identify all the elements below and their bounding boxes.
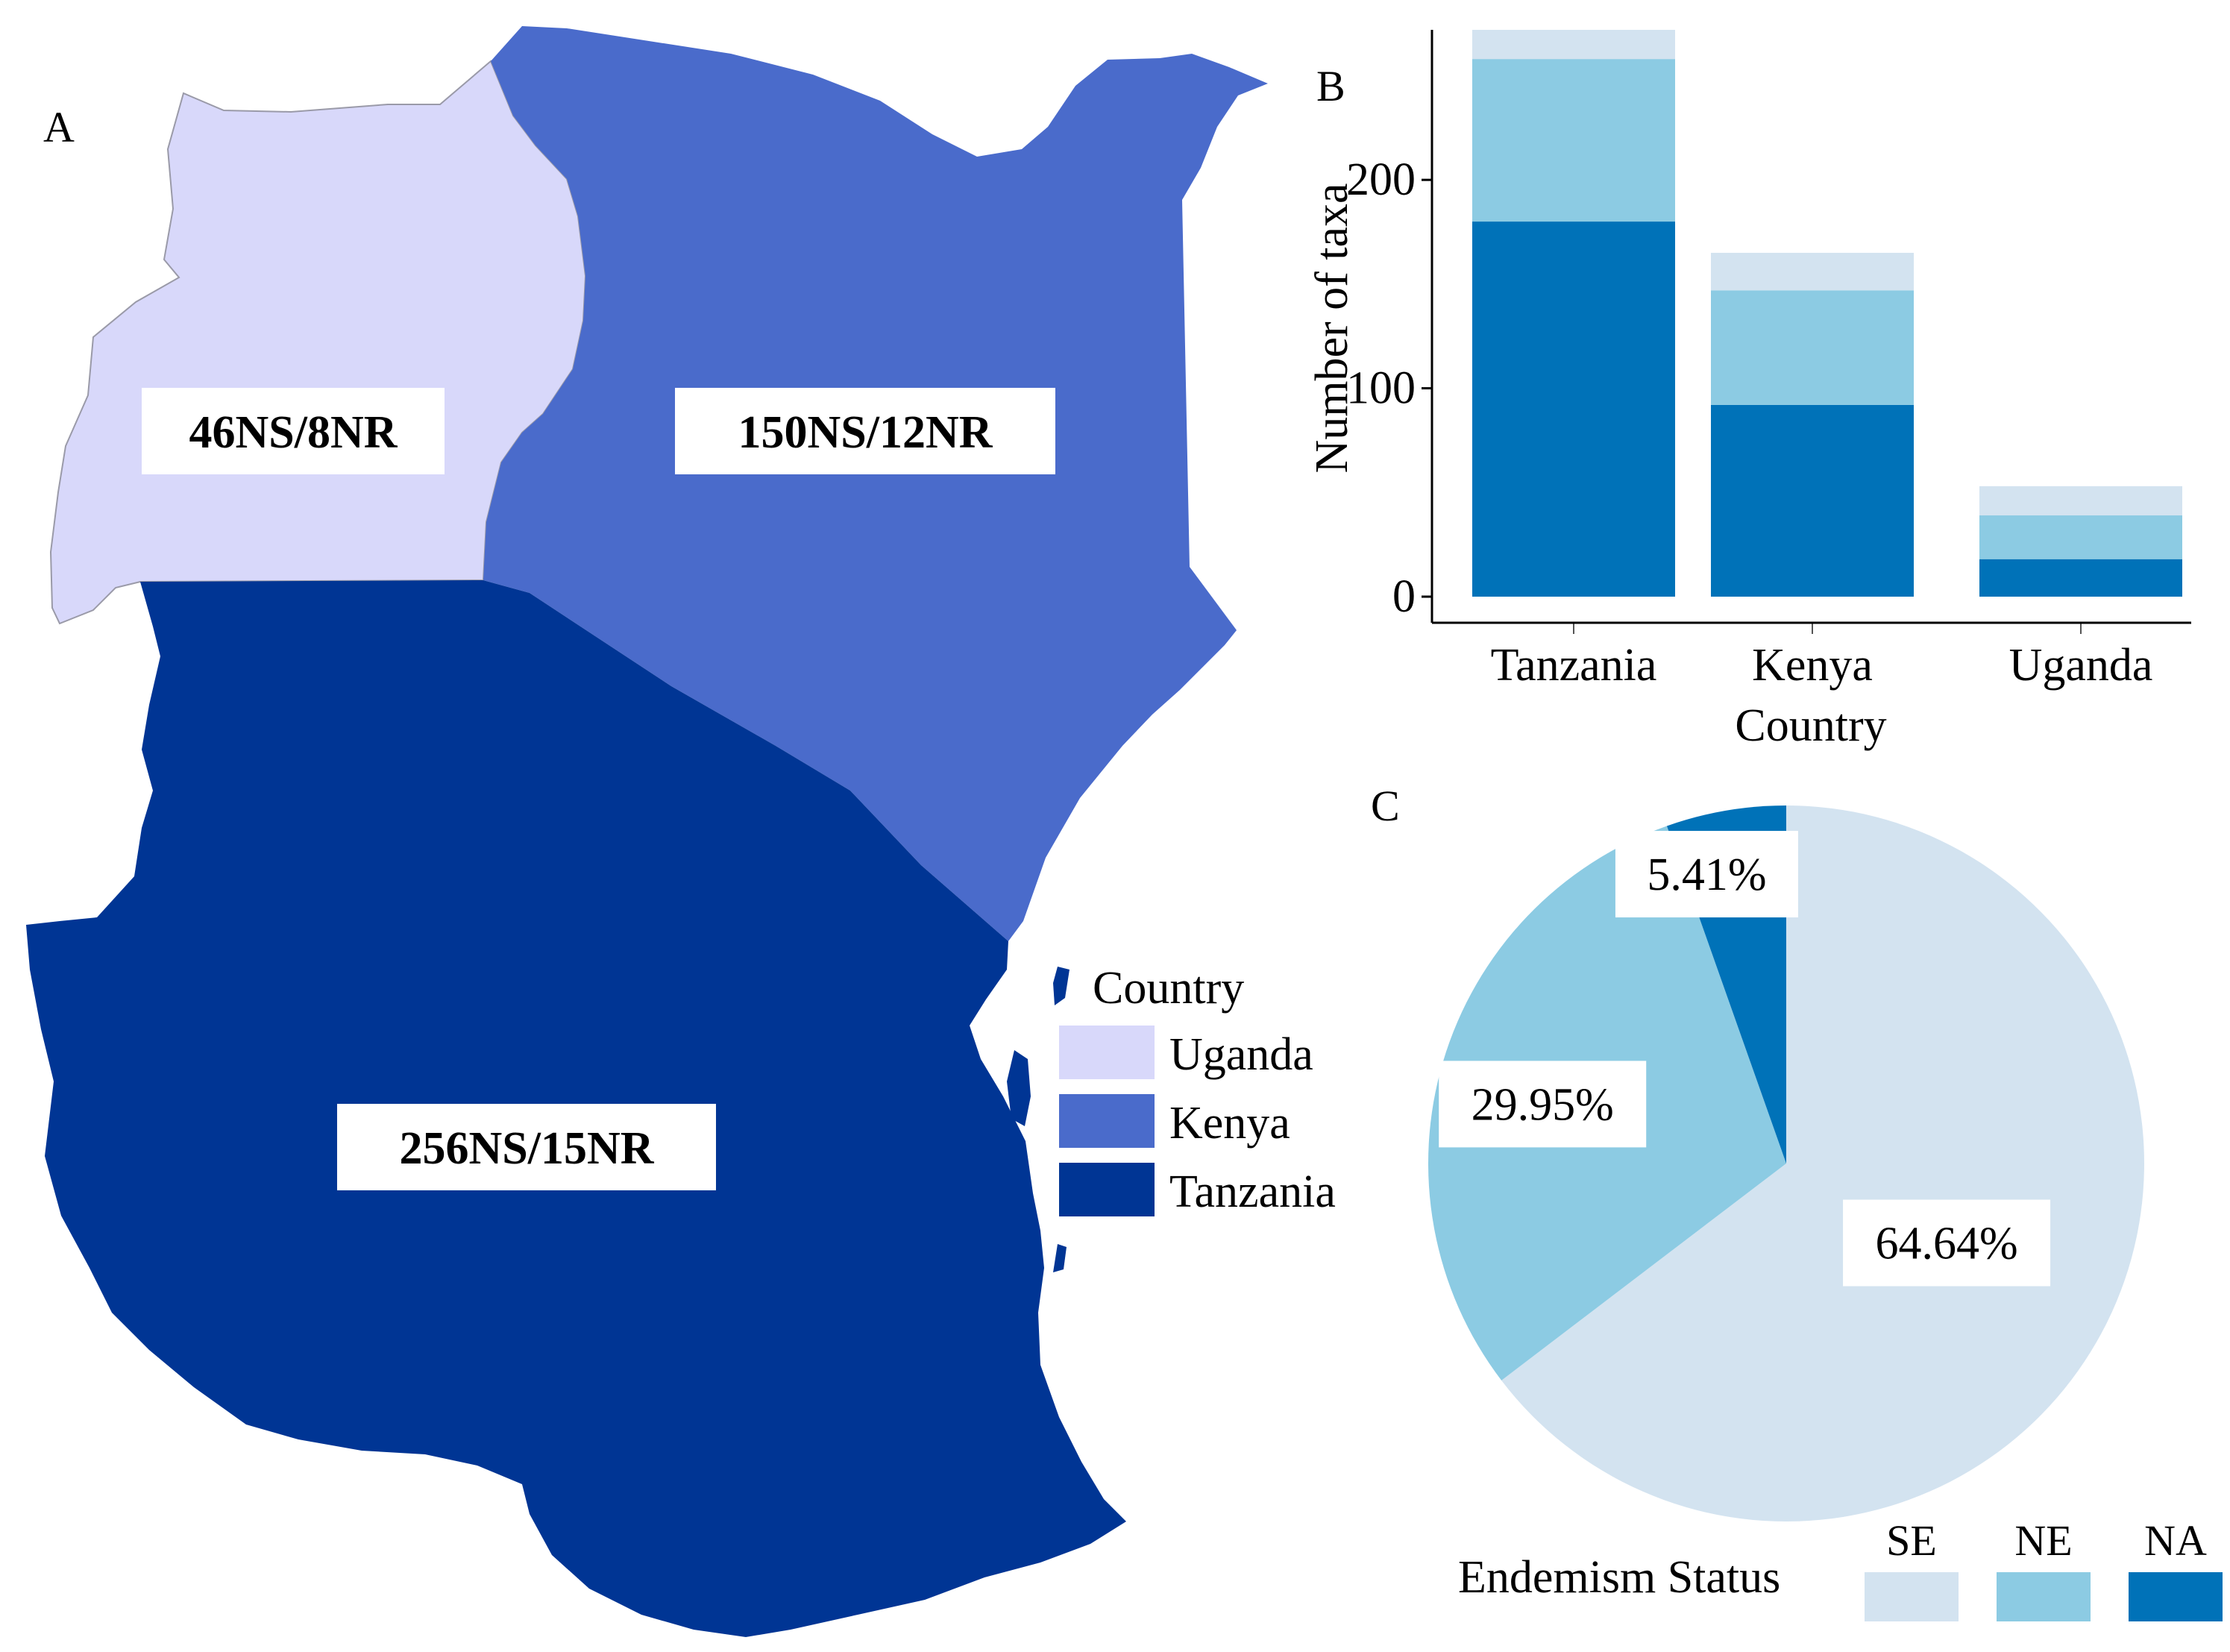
pie-area: 64.64% 29.95% 5.41% bbox=[1427, 805, 2145, 1521]
pie-label-box-na bbox=[1615, 831, 1798, 918]
bar-uganda-na bbox=[1979, 559, 2182, 597]
map-label-box-uganda bbox=[142, 388, 445, 474]
panel-a-map: A 46NS/8NR 150NS/12NR 256NS/15NR Country… bbox=[26, 26, 1336, 1637]
panel-label-b: B bbox=[1316, 62, 1345, 110]
map-legend-label-tanzania: Tanzania bbox=[1169, 1166, 1336, 1217]
bar-tanzania-se bbox=[1472, 30, 1675, 60]
pie-slice-se bbox=[1501, 805, 2145, 1521]
pie-legend-label-na: NA bbox=[2144, 1516, 2207, 1565]
pie-label-na: 5.41% bbox=[1647, 849, 1766, 900]
map-label-uganda: 46NS/8NR bbox=[189, 407, 398, 458]
pie-legend-swatch-ne bbox=[1997, 1572, 2091, 1621]
map-island-mafia bbox=[1053, 1244, 1067, 1272]
bar-y-tick-label: 200 bbox=[1346, 154, 1416, 205]
bar-tanzania-ne bbox=[1472, 59, 1675, 222]
bar-x-tick-label-tanzania: Tanzania bbox=[1491, 640, 1657, 691]
map-legend-swatch-uganda bbox=[1059, 1026, 1155, 1079]
pie-legend-swatch-se bbox=[1865, 1572, 1959, 1621]
pie-legend-title: Endemism Status bbox=[1458, 1552, 1780, 1603]
bar-plot-area: Tanzania Kenya Uganda 0 100 200 bbox=[1346, 30, 2182, 691]
bar-uganda-se bbox=[1979, 486, 2182, 516]
bar-x-tick-label-kenya: Kenya bbox=[1752, 640, 1873, 691]
map-label-box-kenya bbox=[675, 388, 1055, 474]
bar-kenya-na bbox=[1711, 404, 1914, 597]
panel-label-c: C bbox=[1371, 782, 1400, 830]
panel-label-a: A bbox=[43, 103, 75, 151]
bar-x-axis-title: Country bbox=[1735, 700, 1886, 751]
map-island-zanzibar bbox=[1007, 1050, 1031, 1126]
map-legend-label-kenya: Kenya bbox=[1169, 1098, 1290, 1149]
pie-label-se: 64.64% bbox=[1875, 1219, 2017, 1269]
map-legend: Country Uganda Kenya Tanzania bbox=[1059, 963, 1336, 1217]
pie-label-box-se bbox=[1843, 1199, 2051, 1287]
bar-y-tick-label: 100 bbox=[1346, 363, 1416, 414]
map-label-kenya: 150NS/12NR bbox=[738, 407, 993, 458]
pie-label-ne: 29.95% bbox=[1472, 1079, 1614, 1130]
bar-kenya-se bbox=[1711, 252, 1914, 291]
map-legend-title: Country bbox=[1093, 963, 1244, 1014]
map-label-box-tanzania bbox=[337, 1104, 716, 1190]
bar-kenya-ne bbox=[1711, 290, 1914, 405]
map-legend-swatch-kenya bbox=[1059, 1094, 1155, 1148]
pie-legend-swatch-na bbox=[2129, 1572, 2223, 1621]
map-label-tanzania: 256NS/15NR bbox=[399, 1123, 654, 1174]
map-legend-swatch-tanzania bbox=[1059, 1163, 1155, 1216]
bar-x-tick-label-uganda: Uganda bbox=[2009, 640, 2153, 691]
panel-c-pie-chart: C 64.64% 29.95% 5.41% Endemism Status SE N… bbox=[1371, 782, 2223, 1621]
bar-y-tick-label: 0 bbox=[1392, 571, 1416, 622]
pie-legend: Endemism Status SE NE NA bbox=[1458, 1516, 2223, 1621]
pie-label-box-ne bbox=[1439, 1061, 1647, 1148]
bar-uganda-ne bbox=[1979, 515, 2182, 559]
pie-legend-label-se: SE bbox=[1886, 1516, 1937, 1565]
map-island-pemba bbox=[1053, 967, 1070, 1005]
panel-b-bar-chart: B Tanzania Kenya Uganda 0 100 200 Number of t… bbox=[1307, 30, 2191, 751]
map-legend-label-uganda: Uganda bbox=[1169, 1029, 1313, 1080]
bar-y-axis-title: Number of taxa bbox=[1307, 183, 1357, 473]
pie-legend-label-ne: NE bbox=[2014, 1516, 2072, 1565]
map-country-kenya[interactable] bbox=[483, 26, 1268, 941]
bar-tanzania-na bbox=[1472, 222, 1675, 597]
